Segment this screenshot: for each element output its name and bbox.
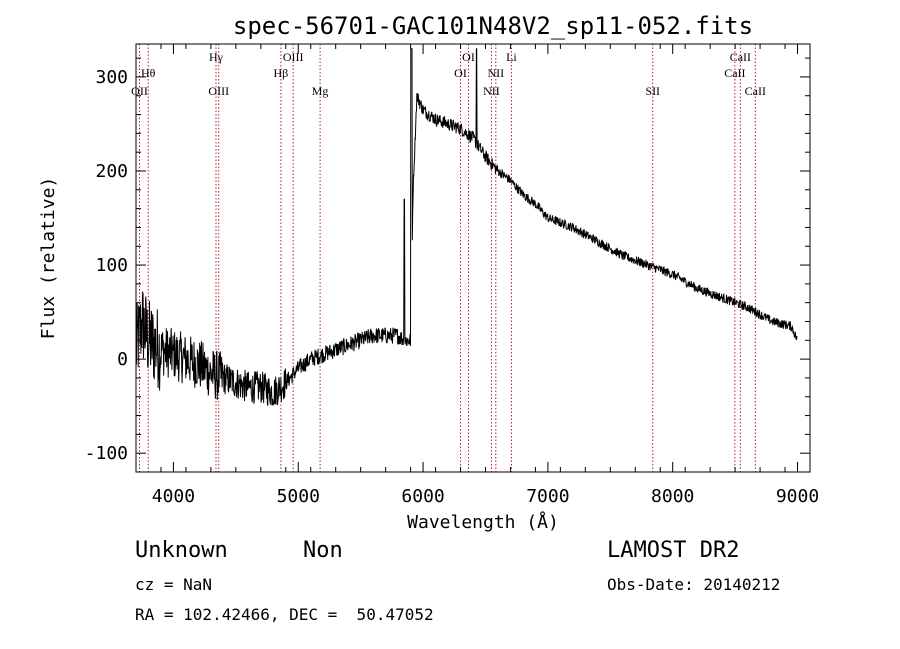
y-tick-label: 200 [95, 161, 128, 182]
x-axis-label: Wavelength (Å) [407, 511, 559, 533]
spectral-line-label: SII [645, 84, 660, 98]
spectral-line-label: Hβ [274, 66, 289, 80]
spectral-line-label: OIII [283, 50, 304, 64]
spectral-line-label: OI [462, 50, 475, 64]
chart-title: spec-56701-GAC101N48V2_sp11-052.fits [233, 12, 753, 40]
spectral-line-label: OIII [208, 84, 229, 98]
x-tick-label: 6000 [401, 486, 444, 507]
y-tick-label: 300 [95, 67, 128, 88]
redshift-label: cz = NaN [135, 575, 213, 594]
coordinates-label: RA = 102.42466, DEC = 50.47052 [135, 605, 434, 624]
spectral-line-label: CaII [724, 66, 745, 80]
spectral-line-label: NII [488, 66, 505, 80]
y-tick-label: 0 [117, 349, 128, 370]
plot-frame [135, 43, 811, 473]
spectral-line-label: OII [131, 84, 148, 98]
x-tick-label: 9000 [776, 486, 819, 507]
spectral-line-label: CaII [745, 84, 766, 98]
x-tick-label: 8000 [651, 486, 694, 507]
x-tick-label: 7000 [526, 486, 569, 507]
spectral-line-label: Li [506, 50, 517, 64]
x-tick-label: 4000 [152, 486, 195, 507]
y-axis-label: Flux (relative) [38, 177, 59, 340]
x-tick-label: 5000 [277, 486, 320, 507]
spectrum-series-line [135, 48, 798, 406]
y-tick-label: 100 [95, 255, 128, 276]
spectral-line-label: Hθ [141, 66, 156, 80]
y-tick-label: -100 [85, 443, 128, 464]
spectral-line-label: CaII [730, 50, 751, 64]
spectral-line-label: Hγ [209, 50, 224, 64]
spectral-line-label: Mg [312, 84, 329, 98]
obs-date-label: Obs-Date: 20140212 [607, 575, 781, 594]
spectral-line-label: NII [483, 84, 500, 98]
subclass-label: Non [303, 538, 343, 563]
survey-label: LAMOST DR2 [607, 538, 740, 563]
class-label: Unknown [135, 538, 228, 563]
spectral-line-label: OI [454, 66, 467, 80]
